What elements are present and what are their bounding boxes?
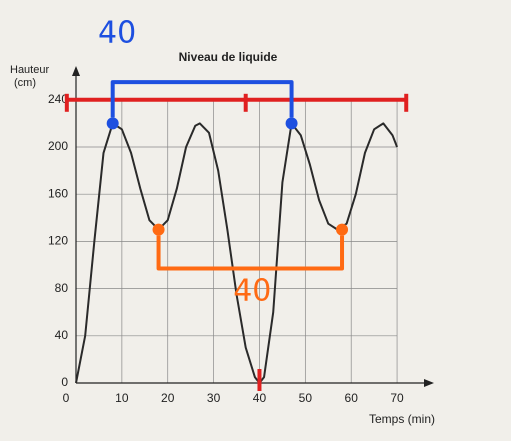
x-tick-label: 20	[161, 391, 175, 405]
y-tick-label: 80	[55, 281, 69, 295]
y-axis-label: Hauteur	[10, 64, 49, 76]
x-tick-label: 10	[115, 391, 129, 405]
y-tick-label: 40	[55, 328, 69, 342]
y-tick-label: 120	[48, 234, 68, 248]
x-axis-arrow	[424, 379, 434, 387]
x-tick-label: 30	[207, 391, 221, 405]
y-tick-label: 0	[61, 375, 68, 389]
annotation-point	[106, 117, 119, 130]
annotation-point	[152, 223, 165, 236]
y-tick-label: 200	[48, 139, 68, 153]
y-tick-label: 160	[48, 186, 68, 200]
y-tick-label: 240	[48, 92, 68, 106]
x-axis-label: Temps (min)	[369, 412, 435, 426]
annotation-label: 40	[98, 16, 136, 51]
x-tick-label: 60	[345, 391, 359, 405]
x-tick-label: 50	[299, 391, 313, 405]
annotation-point	[336, 223, 349, 236]
y-axis-arrow	[72, 66, 80, 76]
x-tick-label: 0	[63, 391, 70, 405]
x-tick-label: 40	[253, 391, 267, 405]
annotation-point	[285, 117, 298, 130]
chart-title: Niveau de liquide	[179, 50, 278, 64]
y-axis-label: (cm)	[14, 77, 36, 89]
annotation-label: 40	[233, 274, 271, 309]
annotation-bracket	[110, 80, 294, 118]
annotation-bracket	[156, 235, 345, 271]
x-tick-label: 70	[390, 391, 404, 405]
